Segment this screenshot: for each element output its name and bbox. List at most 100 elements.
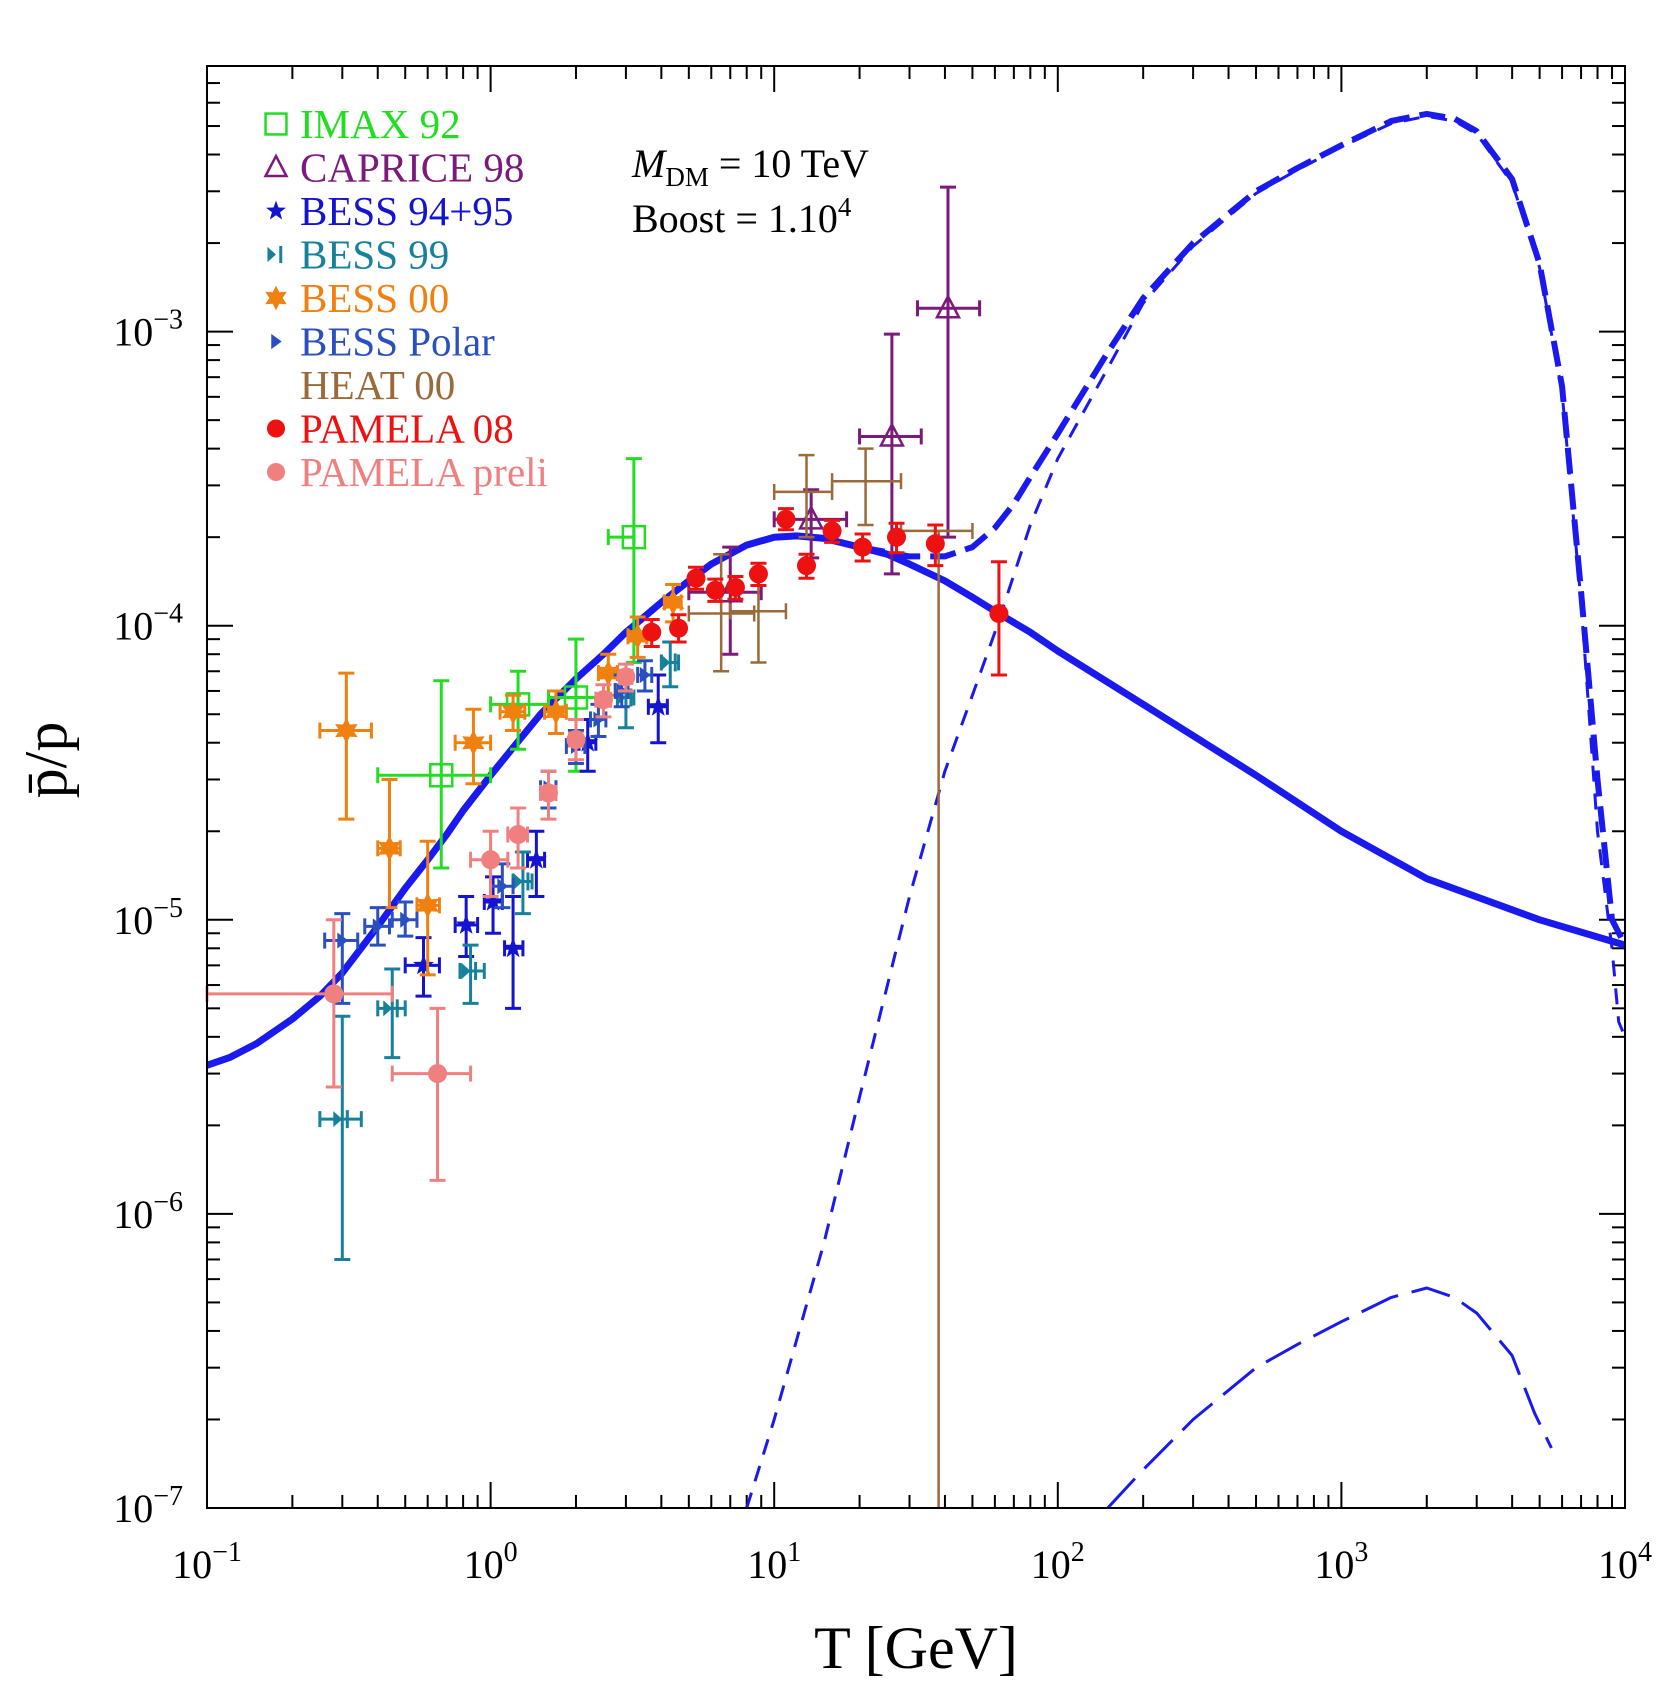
marker-circle (266, 462, 286, 482)
marker-star (335, 717, 358, 744)
y-tick-label: 10−5 (113, 893, 183, 943)
legend-item: PAMELA preli (266, 449, 548, 495)
marker-square (264, 112, 288, 136)
marker-bowtie (333, 1111, 343, 1128)
marker-star (661, 589, 685, 616)
marker-circle (266, 419, 286, 438)
marker-triangle-right (372, 918, 384, 935)
marker-circle (593, 690, 613, 710)
legend-label: PAMELA 08 (300, 406, 514, 452)
series-heat-00 (687, 447, 974, 1508)
series-bess-00 (318, 583, 685, 977)
x-tick-label: 100 (464, 1537, 518, 1587)
curve-short-dashed (745, 114, 1627, 1509)
legend-item: BESS 00 (265, 275, 449, 321)
legend-label: IMAX 92 (300, 101, 461, 147)
marker-star (266, 200, 286, 220)
series-pamela-preli (205, 662, 636, 1182)
marker-triangle (934, 293, 962, 319)
legend-item: BESS 94+95 (266, 188, 513, 234)
legend-label: BESS Polar (300, 319, 495, 365)
marker-circle (705, 580, 725, 600)
marker-star (597, 660, 620, 687)
legend-label: HEAT 00 (300, 362, 455, 408)
marker-triangle-right (400, 911, 412, 928)
legend-item: HEAT 00 (300, 362, 455, 408)
x-tick-label: 104 (1598, 1537, 1652, 1587)
y-axis-label: p̄/p (13, 722, 79, 799)
legend-item: IMAX 92 (264, 101, 461, 147)
marker-star (416, 892, 439, 919)
marker-circle (324, 984, 344, 1004)
marker-circle (822, 521, 842, 541)
marker-star (647, 695, 669, 716)
marker-circle (748, 564, 768, 584)
x-tick-label: 101 (747, 1537, 801, 1587)
marker-circle (853, 537, 873, 557)
marker-circle (428, 1064, 448, 1084)
marker-triangle-right (271, 333, 282, 350)
marker-circle (669, 618, 689, 638)
tick-labels: 10−1 100 101 102 103 104 10−7 10−6 10−5 10−4 10−3 (113, 305, 1652, 1587)
marker-circle (776, 509, 796, 529)
marker-triangle-right (337, 932, 349, 949)
series-bess-99 (318, 640, 681, 1261)
annotation-mass: MDM = 10 TeV (631, 141, 869, 192)
legend-item: BESS 99 (267, 232, 449, 278)
plot-frame (206, 65, 1626, 1509)
marker-star (413, 954, 434, 975)
marker-star (482, 890, 504, 911)
marker-star (455, 914, 477, 934)
marker-triangle (878, 421, 905, 447)
marker-star (544, 698, 568, 725)
marker-bowtie (461, 962, 471, 979)
curve-long-dashed (1106, 1286, 1553, 1510)
marker-star (626, 623, 649, 650)
legend-label: BESS 99 (300, 232, 449, 278)
marker-star (265, 285, 287, 311)
marker-circle (481, 850, 501, 870)
x-tick-label: 103 (1314, 1537, 1368, 1587)
marker-square (563, 685, 589, 710)
legend-item: BESS Polar (271, 319, 495, 365)
marker-bowtie (661, 654, 671, 671)
legend-label: BESS 00 (300, 275, 449, 321)
marker-bowtie (383, 1000, 393, 1017)
curve-thick-solid (205, 532, 1626, 1069)
legend-label: PAMELA preli (300, 449, 548, 495)
marker-circle (797, 556, 817, 576)
marker-bowtie (513, 873, 523, 890)
marker-star (501, 698, 525, 725)
marker-bowtie (267, 246, 276, 263)
marker-star (462, 729, 485, 756)
marker-circle (616, 667, 636, 687)
marker-circle (508, 825, 528, 845)
marker-star (502, 937, 524, 958)
y-tick-label: 10−6 (113, 1187, 183, 1237)
marker-circle (686, 568, 706, 588)
marker-circle (887, 527, 907, 547)
curve-thick-dashed (823, 110, 1628, 947)
data-points (205, 185, 1009, 1508)
marker-star (525, 848, 547, 869)
marker-circle (989, 604, 1009, 624)
marker-triangle-right (639, 666, 651, 683)
legend-label: CAPRICE 98 (300, 145, 524, 191)
y-tick-label: 10−7 (113, 1481, 183, 1531)
marker-triangle-right (497, 878, 509, 895)
series-pamela-08 (642, 507, 1009, 677)
marker-star (577, 731, 599, 752)
legend-label: BESS 94+95 (300, 188, 513, 234)
marker-circle (642, 622, 662, 642)
marker-star (378, 835, 401, 862)
y-tick-label: 10−3 (113, 305, 183, 355)
y-tick-label: 10−4 (113, 599, 183, 649)
marker-circle (538, 783, 558, 803)
annotation-boost: Boost = 1.104 (632, 192, 852, 241)
marker-circle (725, 577, 745, 597)
x-tick-label: 10−1 (172, 1537, 242, 1587)
marker-square (429, 763, 454, 788)
